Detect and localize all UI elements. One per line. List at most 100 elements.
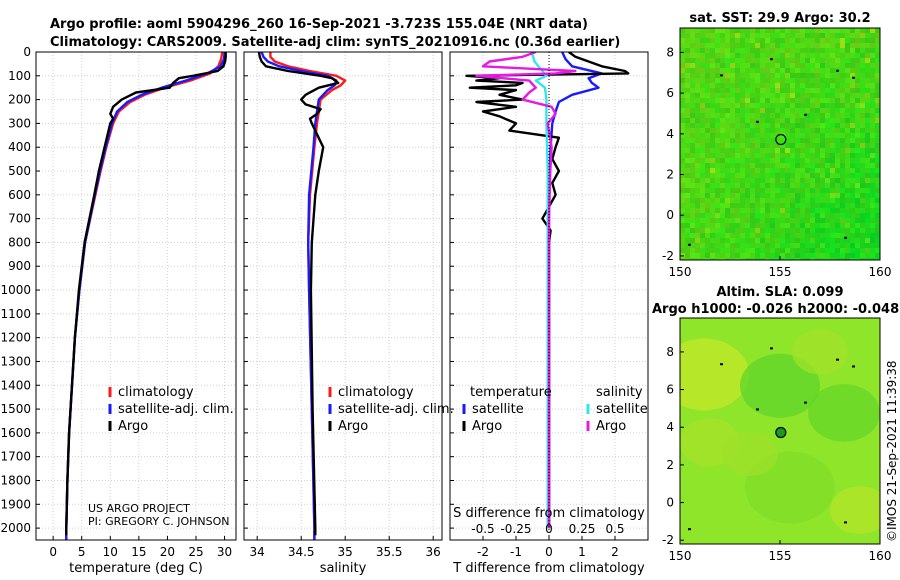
map-cell <box>830 223 835 228</box>
map-cell <box>850 78 855 83</box>
map-cell <box>680 83 685 88</box>
map-cell <box>865 168 870 173</box>
y-tick-label: 4 <box>666 420 674 434</box>
map-cell <box>770 48 775 53</box>
map-cell <box>720 248 725 253</box>
map-cell <box>710 208 715 213</box>
map-cell <box>855 228 860 233</box>
map-cell <box>690 213 695 218</box>
map-cell <box>710 53 715 58</box>
map-cell <box>740 228 745 233</box>
map-cell <box>825 83 830 88</box>
map-cell <box>845 58 850 63</box>
map-cell <box>785 143 790 148</box>
map-cell <box>685 108 690 113</box>
map-cell <box>855 108 860 113</box>
map-cell <box>725 238 730 243</box>
map-cell <box>775 248 780 253</box>
island <box>844 521 847 524</box>
map-cell <box>750 128 755 133</box>
map-cell <box>705 238 710 243</box>
map-cell <box>855 193 860 198</box>
map-cell <box>725 73 730 78</box>
map-cell <box>785 138 790 143</box>
map-cell <box>755 198 760 203</box>
map-cell <box>795 168 800 173</box>
map-cell <box>680 183 685 188</box>
map-cell <box>680 103 685 108</box>
map-cell <box>800 53 805 58</box>
map-cell <box>815 28 820 33</box>
map-cell <box>725 118 730 123</box>
map-cell <box>785 223 790 228</box>
map-cell <box>855 103 860 108</box>
map-cell <box>755 143 760 148</box>
map-cell <box>705 83 710 88</box>
series-line-satellite-adj-clim- <box>260 52 338 540</box>
map-cell <box>740 243 745 248</box>
map-cell <box>690 238 695 243</box>
map-cell <box>800 58 805 63</box>
map-cell <box>800 123 805 128</box>
map-cell <box>805 228 810 233</box>
map-cell <box>685 153 690 158</box>
map-cell <box>720 53 725 58</box>
map-cell <box>795 158 800 163</box>
map-cell <box>755 43 760 48</box>
map-cell <box>755 88 760 93</box>
legend-label: climatology <box>118 385 194 400</box>
map-cell <box>860 38 865 43</box>
map-cell <box>855 83 860 88</box>
map-cell <box>865 198 870 203</box>
map-cell <box>790 148 795 153</box>
map-cell <box>830 243 835 248</box>
map-cell <box>755 173 760 178</box>
map-cell <box>845 228 850 233</box>
map-cell <box>715 213 720 218</box>
map-cell <box>815 233 820 238</box>
map-cell <box>780 83 785 88</box>
map-cell <box>680 138 685 143</box>
map-cell <box>690 78 695 83</box>
map-cell <box>830 233 835 238</box>
map-cell <box>810 203 815 208</box>
x-tick-label: 1 <box>578 545 586 559</box>
map-cell <box>800 43 805 48</box>
map-cell <box>725 143 730 148</box>
map-cell <box>680 203 685 208</box>
map-cell <box>790 118 795 123</box>
map-cell <box>710 78 715 83</box>
map-cell <box>855 178 860 183</box>
map-cell <box>815 38 820 43</box>
map-cell <box>745 238 750 243</box>
x-tick-label: 2 <box>611 545 619 559</box>
map-cell <box>725 88 730 93</box>
map-cell <box>840 133 845 138</box>
map-cell <box>875 88 880 93</box>
map-cell <box>765 73 770 78</box>
map-cell <box>870 128 875 133</box>
map-cell <box>855 63 860 68</box>
map-cell <box>720 208 725 213</box>
map-cell <box>720 88 725 93</box>
map-cell <box>850 218 855 223</box>
map-cell <box>685 43 690 48</box>
map-cell <box>770 173 775 178</box>
map-cell <box>835 168 840 173</box>
map-cell <box>830 183 835 188</box>
map-cell <box>875 243 880 248</box>
map-cell <box>700 88 705 93</box>
map-cell <box>705 153 710 158</box>
map-cell <box>695 123 700 128</box>
legend-label: Argo <box>596 419 626 434</box>
map-cell <box>835 78 840 83</box>
map-cell <box>730 48 735 53</box>
map-cell <box>795 193 800 198</box>
map-cell <box>750 123 755 128</box>
map-cell <box>875 148 880 153</box>
map-cell <box>730 123 735 128</box>
map-cell <box>810 128 815 133</box>
map-cell <box>760 158 765 163</box>
map-cell <box>770 218 775 223</box>
